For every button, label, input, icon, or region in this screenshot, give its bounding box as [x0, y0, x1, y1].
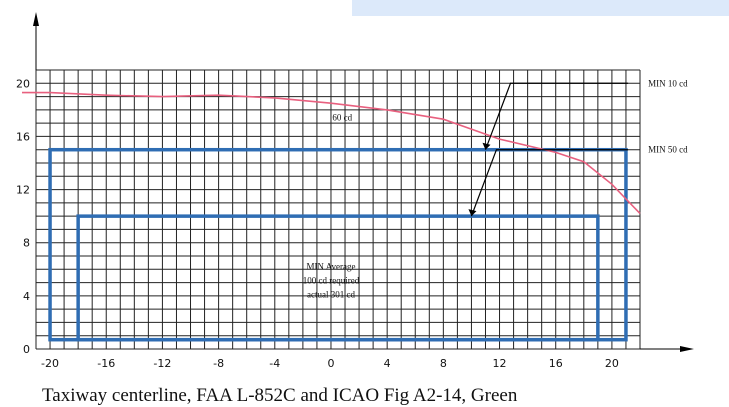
y-tick-labels: 0 4 8 12 16 20	[16, 77, 30, 356]
y-tick-label: 8	[23, 237, 30, 250]
x-tick-label: -12	[153, 357, 171, 370]
y-tick-label: 12	[16, 184, 30, 197]
x-tick-label: 4	[384, 357, 391, 370]
y-tick-label: 0	[23, 343, 30, 356]
x-tick-label: -20	[41, 357, 59, 370]
x-tick-label: 8	[440, 357, 447, 370]
x-tick-label: 16	[549, 357, 563, 370]
annotation-text: 60 cd	[332, 112, 352, 122]
regions	[48, 147, 628, 342]
grid	[35, 69, 641, 350]
callout-label: MIN 10 cd	[648, 78, 688, 88]
chart-caption: Taxiway centerline, FAA L-852C and ICAO …	[42, 385, 518, 406]
x-tick-label: 12	[493, 357, 507, 370]
region-box	[76, 214, 600, 342]
annotations: MIN 10 cd MIN 50 cd MIN Average 100 cd requ…	[303, 78, 688, 299]
header-bar	[352, 0, 729, 16]
callout-line	[470, 149, 629, 217]
x-tick-label: -8	[213, 357, 224, 370]
annotation-text: MIN Average 100 cd required actual 301 cd	[303, 261, 360, 299]
series-line	[22, 91, 641, 215]
x-tick-label: 20	[605, 357, 619, 370]
region-box	[48, 147, 628, 342]
x-tick-labels: -20 -16 -12 -8 -4 0 4 8 12 16 20	[41, 357, 619, 370]
callout-arrow	[468, 209, 477, 217]
series-layer	[22, 91, 641, 215]
callout-line	[484, 82, 629, 150]
x-axis-arrow	[680, 346, 694, 352]
x-tick-label: -16	[97, 357, 115, 370]
callout-arrow	[482, 142, 491, 150]
y-tick-label: 16	[16, 130, 30, 143]
x-tick-label: 0	[327, 357, 334, 370]
y-axis-arrow	[33, 12, 39, 26]
callout-label: MIN 50 cd	[648, 145, 688, 155]
x-tick-label: -4	[269, 357, 280, 370]
y-tick-label: 4	[23, 290, 30, 303]
y-tick-label: 20	[16, 77, 30, 90]
